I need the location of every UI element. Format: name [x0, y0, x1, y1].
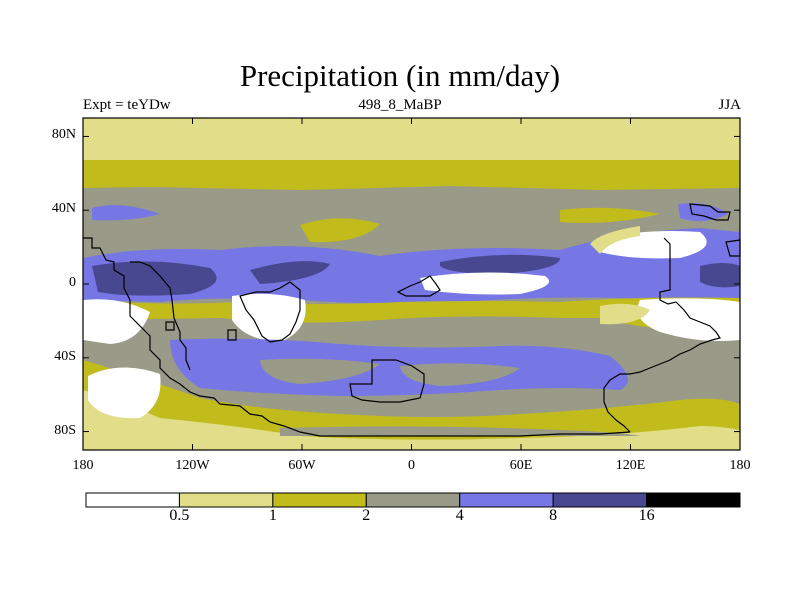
patch-south-white-1	[83, 299, 150, 344]
coastline-small-1	[227, 329, 237, 341]
colorbar-swatch	[85, 492, 180, 508]
colorbar-swatch	[646, 492, 741, 508]
colorbar-swatch	[178, 492, 274, 508]
band-itcz-dark-2	[250, 261, 330, 284]
y-tick-label: 40N	[51, 201, 76, 217]
coastline-america	[83, 237, 631, 437]
x-tick-label: 60E	[509, 458, 533, 473]
patch-south-polar-grey	[280, 426, 640, 436]
patch-south-white-4	[88, 367, 161, 419]
x-tick-label: 180	[729, 458, 751, 473]
colorbar-label: 1	[268, 507, 277, 524]
band-south-grey-1	[260, 358, 380, 384]
season-label: JJA	[718, 97, 741, 113]
patch-north-yellow-1	[300, 218, 380, 243]
x-tick-label: 0	[408, 458, 415, 473]
band-itcz-blue	[83, 228, 740, 304]
band-itcz-dark-1	[92, 261, 217, 296]
band-north-light	[83, 150, 740, 160]
x-tick-label: 120E	[615, 458, 646, 473]
coastline-africa	[239, 281, 301, 343]
y-tick-label: 0	[69, 275, 76, 290]
x-tick-label: 120W	[175, 458, 210, 473]
x-tick-label: 60W	[288, 458, 316, 473]
experiment-label: Expt = teYDw	[83, 97, 171, 113]
colorbar-label: 2	[362, 507, 371, 524]
band-south-polar-yellow	[83, 360, 740, 450]
coastline-north-east	[689, 203, 731, 221]
patch-itcz-white	[420, 272, 550, 295]
x-tick-label: 180	[72, 458, 94, 473]
colorbar	[85, 492, 741, 508]
colorbar-label: 16	[638, 507, 655, 524]
y-tick-label: 80S	[54, 422, 76, 438]
patch-north-yellow-2	[560, 207, 660, 223]
colorbar-label: 8	[549, 507, 558, 524]
colorbar-swatch	[552, 492, 648, 508]
band-itcz-dark-3	[440, 254, 560, 274]
band-itcz-dark-4	[700, 263, 740, 288]
band-north-yellow	[83, 158, 740, 190]
patch-south-white-2	[232, 293, 306, 342]
band-south-blue	[170, 338, 628, 396]
colorbar-label: 4	[455, 507, 464, 524]
colorbar-swatch	[272, 492, 367, 508]
colorbar-swatch	[459, 492, 554, 508]
axis-ticks	[82, 118, 741, 450]
patch-asia-yellow	[590, 226, 640, 254]
band-south-grey-2	[400, 363, 520, 386]
y-tick-label: 40S	[54, 348, 76, 364]
time-label: 498_8_MaBP	[358, 97, 442, 113]
chart-title: Precipitation (in mm/day)	[239, 58, 561, 93]
coastline-america-east	[130, 261, 191, 371]
band-south-polar-light	[83, 390, 740, 450]
patch-south-lightyellow	[600, 303, 650, 325]
colorbar-swatch	[365, 492, 461, 508]
coastline-small-2	[165, 321, 175, 331]
colorbar-label: 0.5	[169, 507, 190, 524]
coastline-asia	[396, 275, 441, 297]
coastline-east	[603, 237, 721, 433]
coastlines	[83, 203, 741, 437]
patch-north-blue-1	[92, 205, 160, 221]
y-tick-label: 80N	[51, 127, 76, 143]
coastline-antarctic-island	[349, 359, 425, 403]
